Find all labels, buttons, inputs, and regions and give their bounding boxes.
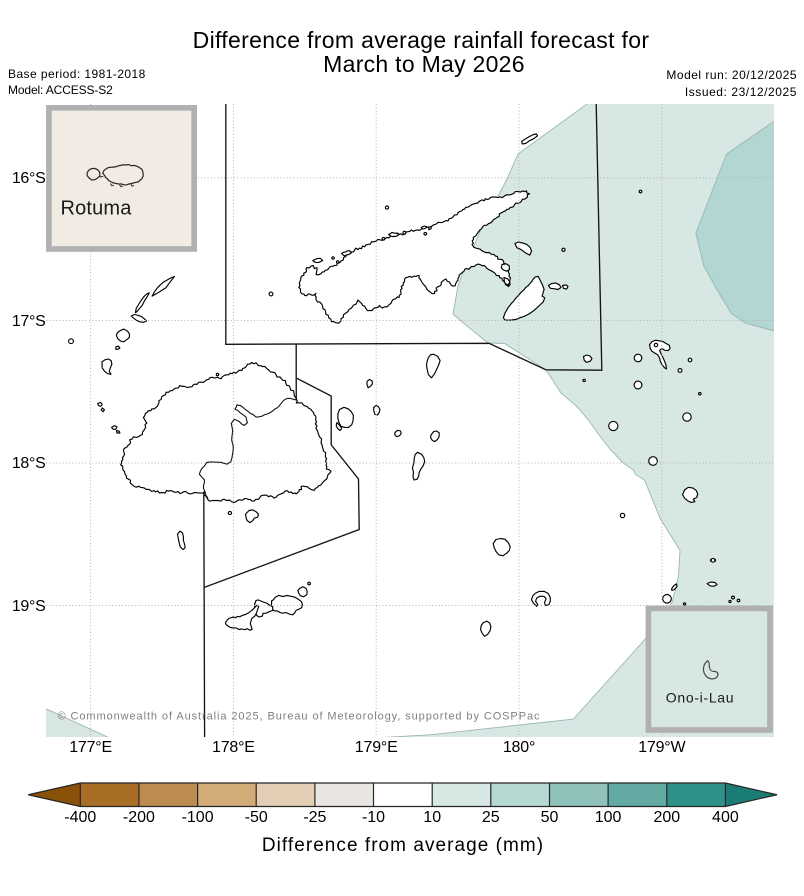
- svg-text:400: 400: [712, 809, 739, 826]
- svg-text:Ono-i-Lau: Ono-i-Lau: [666, 690, 734, 706]
- svg-text:Rotuma: Rotuma: [61, 198, 133, 220]
- svg-text:200: 200: [653, 809, 680, 826]
- svg-text:-100: -100: [182, 809, 214, 826]
- svg-text:© Commonwealth of Australia 20: © Commonwealth of Australia 2025, Bureau…: [58, 710, 541, 722]
- svg-text:-50: -50: [245, 809, 268, 826]
- svg-text:-10: -10: [362, 809, 385, 826]
- svg-text:-400: -400: [64, 809, 96, 826]
- svg-text:100: 100: [595, 809, 622, 826]
- svg-text:-200: -200: [123, 809, 155, 826]
- svg-text:25: 25: [482, 809, 500, 826]
- svg-text:50: 50: [541, 809, 559, 826]
- svg-text:10: 10: [423, 809, 441, 826]
- svg-text:-25: -25: [303, 809, 326, 826]
